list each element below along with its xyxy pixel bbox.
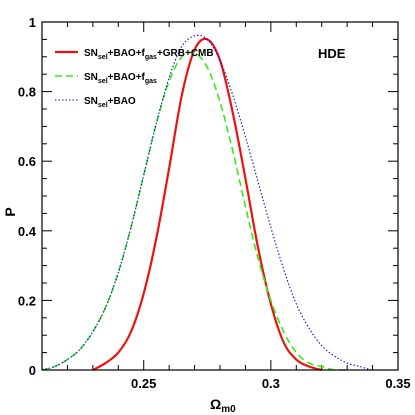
series-line-0	[92, 37, 323, 372]
y-tick-label: 0.2	[18, 293, 36, 308]
legend-label-2: SNsel+BAO	[84, 96, 136, 109]
y-tick-label: 0.8	[18, 85, 36, 100]
legend-subscript: gas	[145, 54, 157, 61]
y-tick-label: 1	[29, 15, 36, 30]
y-tick-label: 0	[29, 363, 36, 378]
legend-text-part: SN	[84, 72, 98, 83]
series-line-2	[41, 34, 398, 371]
y-axis-title: P	[2, 207, 18, 216]
annotation-hde: HDE	[318, 46, 346, 61]
legend-subscript: sel	[98, 78, 108, 85]
legend-subscript: sel	[98, 54, 108, 61]
legend-label-1: SNsel+BAO+fgas	[84, 72, 157, 85]
legend-text-part: +BAO	[108, 96, 136, 107]
y-tick-label: 0.4	[18, 224, 37, 239]
legend-subscript: sel	[98, 102, 108, 109]
legend-text-part: SN	[84, 96, 98, 107]
x-tick-labels: 0.25 0.3 0.35	[131, 376, 411, 391]
legend-text-part: +BAO+f	[108, 48, 146, 59]
series-lines	[41, 34, 398, 372]
x-tick-label: 0.25	[131, 376, 156, 391]
x-axis-title-main: Ω	[210, 396, 221, 412]
legend-label-0: SNsel+BAO+fgas+GRB+CMB	[84, 48, 214, 61]
x-axis-title: Ωm0	[210, 396, 236, 415]
x-tick-label: 0.35	[385, 376, 410, 391]
x-tick-label: 0.3	[262, 376, 280, 391]
legend-text-part: +GRB+CMB	[157, 48, 214, 59]
legend-text-part: SN	[84, 48, 98, 59]
legend-subscript: gas	[145, 78, 157, 85]
legend: SNsel+BAO+fgas+GRB+CMBSNsel+BAO+fgasSNse…	[55, 48, 214, 109]
y-tick-label: 0.6	[18, 154, 36, 169]
legend-text-part: +BAO+f	[108, 72, 146, 83]
y-tick-labels: 0 0.2 0.4 0.6 0.8 1	[18, 15, 37, 378]
plot-frame	[41, 21, 399, 371]
x-axis-title-sub: m0	[221, 404, 236, 415]
